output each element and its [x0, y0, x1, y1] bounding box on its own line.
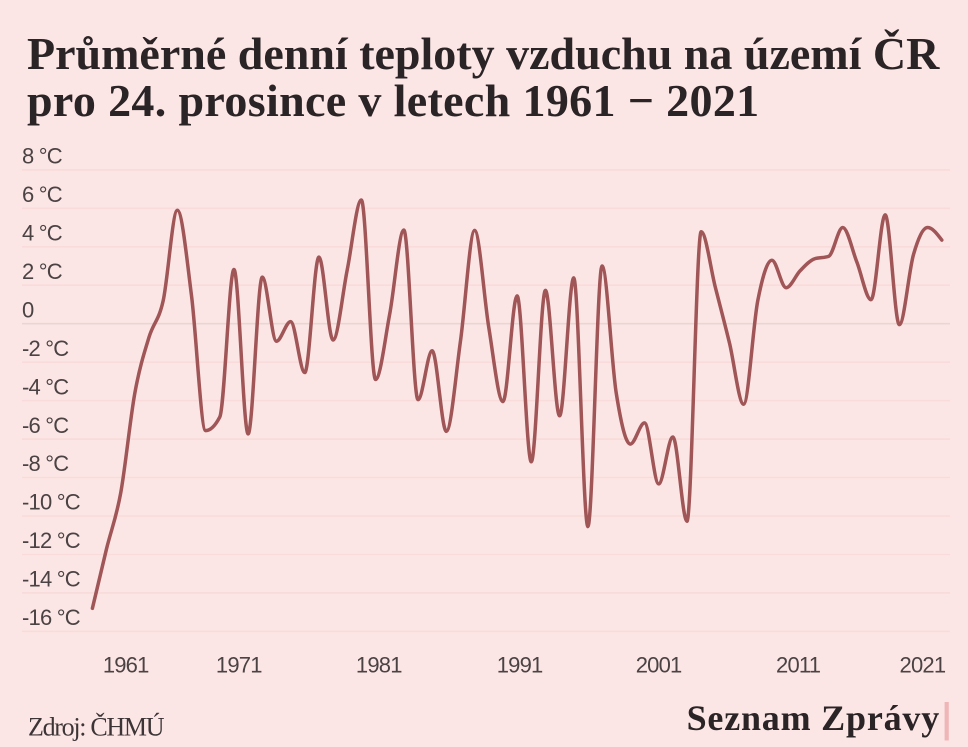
svg-text:-2 °C: -2 °C — [22, 336, 69, 361]
svg-text:1981: 1981 — [356, 653, 402, 678]
svg-text:1961: 1961 — [103, 653, 149, 678]
svg-text:2011: 2011 — [776, 653, 821, 678]
svg-text:2 °C: 2 °C — [22, 259, 63, 284]
svg-text:2021: 2021 — [900, 653, 946, 678]
svg-text:-12 °C: -12 °C — [22, 528, 81, 553]
svg-text:4 °C: 4 °C — [22, 221, 63, 246]
svg-text:-10 °C: -10 °C — [22, 490, 81, 515]
svg-text:Zdroj: ČHMÚ: Zdroj: ČHMÚ — [28, 713, 165, 742]
svg-text:6 °C: 6 °C — [22, 182, 63, 207]
svg-text:0: 0 — [22, 297, 34, 322]
svg-text:8 °C: 8 °C — [22, 144, 63, 169]
svg-text:Seznam Zprávy: Seznam Zprávy — [687, 698, 940, 738]
svg-text:1971: 1971 — [216, 653, 262, 678]
svg-text:-14 °C: -14 °C — [22, 567, 81, 592]
svg-text:1991: 1991 — [497, 653, 543, 678]
svg-text:-16 °C: -16 °C — [22, 605, 81, 630]
svg-text:-8 °C: -8 °C — [22, 451, 69, 476]
svg-text:Průměrné denní teploty vzduchu: Průměrné denní teploty vzduchu na území … — [27, 28, 940, 79]
svg-text:-6 °C: -6 °C — [22, 413, 69, 438]
svg-text:2001: 2001 — [636, 653, 682, 678]
svg-text:-4 °C: -4 °C — [22, 374, 69, 399]
svg-text:pro 24. prosince v letech 1961: pro 24. prosince v letech 1961 − 2021 — [27, 75, 760, 126]
